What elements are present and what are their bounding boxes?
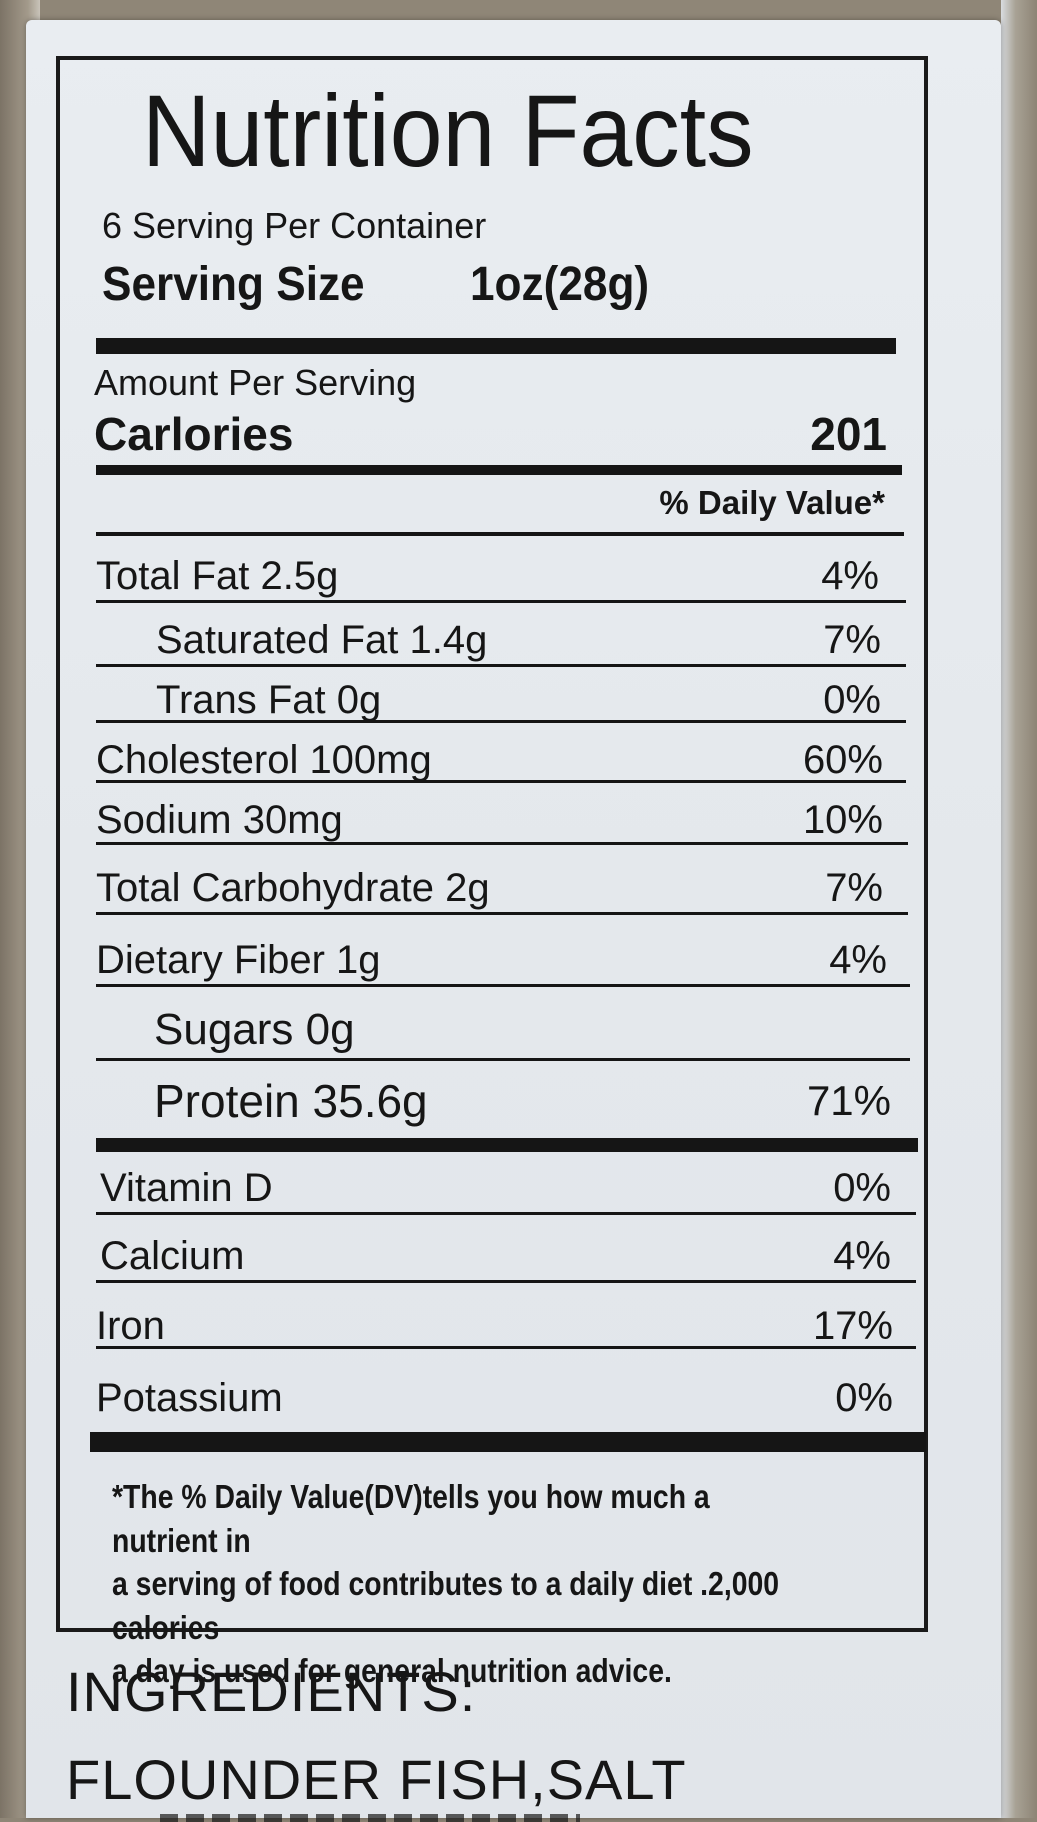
mineral-vitamin-d-label: Vitamin D [100, 1166, 273, 1210]
servings-per-container: 6 Serving Per Container [102, 205, 487, 246]
calories-value: 201 [810, 408, 887, 460]
mineral-calcium-dv: 4% [833, 1234, 891, 1278]
serving-size-label: Serving Size [102, 258, 365, 311]
nutrient-total-carbohydrate-label: Total Carbohydrate 2g [96, 866, 490, 910]
nutrient-dietary-fiber-dv: 4% [829, 938, 887, 982]
row-divider [96, 1346, 916, 1349]
mineral-potassium-dv: 0% [835, 1376, 893, 1420]
nutrient-total-fat-dv: 4% [821, 554, 879, 598]
nutrient-cholesterol-label: Cholesterol 100mg [96, 738, 432, 782]
row-divider [96, 600, 906, 603]
row-divider [96, 984, 910, 987]
footnote-line: *The % Daily Value(DV)tells you how much… [112, 1478, 710, 1559]
cut-off-text-fragment [160, 1814, 580, 1822]
nutrient-protein-label: Protein 35.6g [154, 1075, 428, 1127]
nutrient-sodium-label: Sodium 30mg [96, 798, 343, 842]
row-divider [96, 664, 906, 667]
package-edge-right [1001, 0, 1037, 1818]
mineral-iron-dv: 17% [812, 1304, 893, 1348]
row-divider [96, 1280, 916, 1283]
nutrient-total-fat-label: Total Fat 2.5g [96, 554, 339, 598]
nutrient-trans-fat-dv: 0% [823, 678, 881, 722]
nutrient-total-carbohydrate-dv: 7% [825, 866, 883, 910]
nutrient-saturated-fat-label: Saturated Fat 1.4g [156, 618, 488, 662]
nutrition-sticker [26, 20, 1001, 1818]
footnote-line: a day is used for general nutrition advi… [112, 1652, 672, 1690]
nutrient-sodium-dv: 10% [802, 798, 883, 842]
nutrient-saturated-fat-dv: 7% [823, 618, 881, 662]
amount-per-serving: Amount Per Serving [94, 362, 417, 403]
daily-value-header: % Daily Value* [659, 484, 885, 521]
nutrition-title: Nutrition Facts [142, 74, 754, 188]
ingredients-heading: INGREDIENTS: [66, 1660, 477, 1723]
footnote-line: a serving of food contributes to a daily… [112, 1565, 780, 1646]
mineral-vitamin-d-dv: 0% [833, 1166, 891, 1210]
nutrient-trans-fat-label: Trans Fat 0g [156, 678, 382, 722]
row-divider [96, 1212, 916, 1215]
mineral-iron-label: Iron [96, 1304, 165, 1348]
ingredients-text: FLOUNDER FISH,SALT [66, 1748, 687, 1811]
row-divider [96, 1058, 910, 1061]
nutrient-dietary-fiber-label: Dietary Fiber 1g [96, 938, 381, 982]
nutrition-facts-panel [56, 56, 928, 1632]
thick-divider-top [96, 338, 896, 354]
daily-value-footnote: *The % Daily Value(DV)tells you how much… [112, 1475, 817, 1693]
nutrient-cholesterol-dv: 60% [802, 738, 883, 782]
nutrient-protein-dv: 71% [806, 1077, 891, 1124]
nutrient-sugars-label: Sugars 0g [154, 1005, 355, 1054]
calories-label: Carlories [94, 408, 294, 460]
thick-divider-minerals [96, 1138, 918, 1152]
thick-divider-bottom [90, 1432, 926, 1452]
row-divider [96, 912, 908, 915]
dv-header-divider [96, 532, 904, 536]
row-divider [96, 842, 908, 845]
row-divider [96, 780, 906, 783]
serving-size-value: 1oz(28g) [470, 258, 650, 311]
row-divider [96, 720, 906, 723]
mineral-potassium-label: Potassium [96, 1376, 283, 1420]
mineral-calcium-label: Calcium [100, 1234, 245, 1278]
calories-divider [96, 465, 902, 475]
